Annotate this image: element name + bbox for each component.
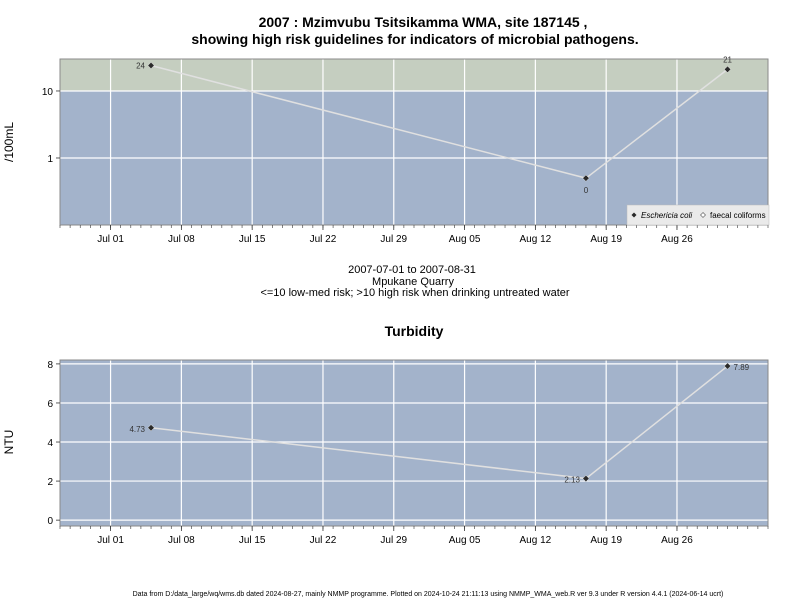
turbidity-x-axis: Jul 01 Jul 08 Jul 15 Jul 22 Jul 29 Aug 05 Aug …	[59, 526, 769, 546]
microbial-x-axis: Jul 01 Jul 08 Jul 15 Jul 22 Jul 29 Aug 05 Aug …	[59, 225, 769, 245]
turbidity-y-label: NTU	[2, 430, 16, 455]
y-tick-label: 2	[47, 477, 53, 488]
legend-label-faecal: faecal coliforms	[710, 211, 766, 220]
x-tick-label: Jul 29	[380, 234, 407, 245]
microbial-y-label: /100mL	[2, 122, 16, 162]
turbidity-y-axis: 0 2 4 6 8	[47, 360, 60, 527]
y-tick-label: 6	[47, 399, 53, 410]
data-point	[724, 65, 732, 73]
legend-marker-ecoli	[631, 212, 637, 218]
data-point	[724, 362, 732, 370]
turbidity-title: Turbidity	[385, 323, 444, 339]
microbial-grid	[60, 59, 768, 225]
legend-marker-faecal	[700, 212, 706, 218]
x-tick-label: Jul 01	[97, 535, 124, 546]
footer-note: Data from D:/data_large/wq/wms.db dated …	[133, 591, 724, 598]
data-label: 0	[584, 186, 589, 195]
data-label: 21	[723, 55, 732, 64]
x-tick-label: Aug 05	[449, 535, 481, 546]
turbidity-series: 4.73 2.13 7.89	[129, 362, 750, 485]
ecoli-series: 24 0 21	[136, 55, 732, 195]
x-tick-label: Jul 15	[239, 535, 266, 546]
caption-risk-note: <=10 low-med risk; >10 high risk when dr…	[260, 287, 569, 299]
chart-title-line1: 2007 : Mzimvubu Tsitsikamma WMA, site 18…	[259, 14, 588, 30]
x-tick-label: Aug 12	[520, 535, 552, 546]
x-tick-label: Jul 29	[380, 535, 407, 546]
turbidity-grid	[60, 360, 768, 526]
x-tick-label: Jul 22	[310, 234, 337, 245]
legend: Eschericia coli faecal coliforms	[626, 204, 770, 226]
data-point	[582, 174, 590, 182]
microbial-y-axis: 1 10	[42, 87, 60, 165]
x-tick-label: Aug 19	[590, 234, 622, 245]
legend-label-ecoli: Eschericia coli	[641, 211, 692, 220]
x-tick-label: Jul 08	[168, 535, 195, 546]
y-tick-label: 8	[47, 360, 53, 371]
data-point	[147, 424, 155, 432]
y-tick-label: 1	[47, 154, 53, 165]
turbidity-panel: Jul 01 Jul 08 Jul 15 Jul 22 Jul 29 Aug 05 Aug …	[2, 359, 769, 546]
data-label: 7.89	[734, 363, 750, 372]
turbidity-plot-area	[60, 360, 768, 526]
caption-date-range: 2007-07-01 to 2007-08-31	[348, 264, 476, 276]
legend-box	[626, 204, 770, 226]
chart-title-line2: showing high risk guidelines for indicat…	[191, 31, 638, 47]
x-tick-label: Jul 15	[239, 234, 266, 245]
caption-site-name: Mpukane Quarry	[372, 276, 454, 288]
x-tick-label: Jul 08	[168, 234, 195, 245]
x-tick-label: Aug 19	[590, 535, 622, 546]
data-label: 4.73	[129, 425, 145, 434]
y-tick-label: 0	[47, 516, 53, 527]
data-label: 2.13	[564, 476, 580, 485]
data-label: 24	[136, 61, 145, 70]
x-tick-label: Aug 05	[449, 234, 481, 245]
y-tick-label: 4	[47, 438, 53, 449]
x-tick-label: Jul 22	[310, 535, 337, 546]
x-tick-label: Aug 26	[661, 535, 693, 546]
data-point	[582, 475, 590, 483]
x-tick-label: Aug 26	[661, 234, 693, 245]
microbial-panel: Jul 01 Jul 08 Jul 15 Jul 22 Jul 29 Aug 05 Aug …	[2, 55, 770, 245]
x-tick-label: Jul 01	[97, 234, 124, 245]
x-tick-label: Aug 12	[520, 234, 552, 245]
data-point	[147, 62, 155, 69]
y-tick-label: 10	[42, 87, 54, 98]
high-risk-zone	[60, 59, 768, 91]
